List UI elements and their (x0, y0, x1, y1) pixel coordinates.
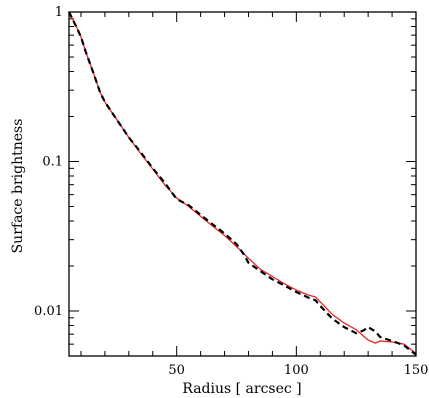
tick-labels: 50 100 150 1 0.1 0.01 (34, 5, 428, 378)
y-axis-title: Surface brightness (10, 119, 26, 254)
series-dashed-black-line (68, 11, 417, 356)
y-tick-label: 1 (55, 5, 63, 20)
tick-marks (69, 11, 417, 357)
x-axis-title: Radius [ arcsec ] (182, 381, 301, 397)
series-solid-red-line (68, 11, 417, 355)
series-layer (68, 11, 417, 356)
y-tick-label: 0.1 (42, 154, 63, 169)
y-tick-label: 0.01 (34, 304, 63, 319)
x-tick-label: 150 (404, 363, 429, 378)
plot-frame (68, 11, 417, 357)
x-tick-label: 100 (284, 363, 309, 378)
x-tick-label: 50 (168, 363, 185, 378)
